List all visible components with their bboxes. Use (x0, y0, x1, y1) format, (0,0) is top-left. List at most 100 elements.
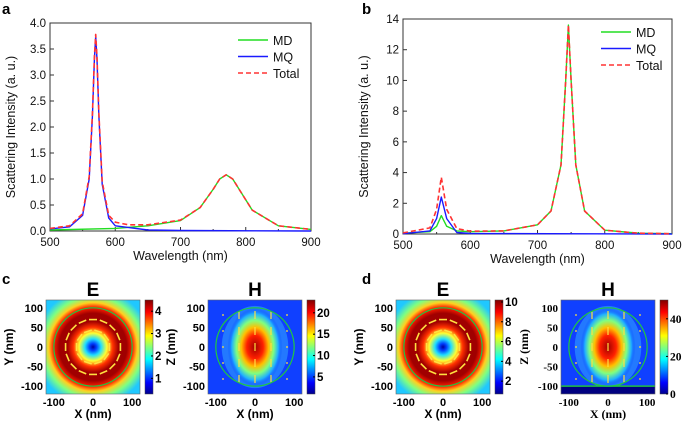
field-arrow (108, 362, 116, 370)
particle-outline (215, 307, 295, 387)
y-tick-label: 50 (31, 322, 43, 334)
colorbar-tick-label: 5 (317, 372, 324, 384)
field-arrow (103, 333, 110, 342)
x-axis-label: X (nm) (424, 407, 461, 421)
panel-label: b (362, 1, 371, 18)
colorbar (494, 299, 504, 395)
colorbar-tick-label: 2 (505, 376, 511, 388)
x-tick-label: 700 (171, 237, 190, 249)
field-arrow (453, 352, 460, 361)
legend-label-mq: MQ (636, 43, 656, 57)
field-arrow (428, 370, 437, 375)
y-tick-label: 14 (386, 14, 399, 26)
field-arrow (99, 319, 108, 324)
field-arrow (458, 324, 466, 332)
y-tick-label: 0.5 (30, 200, 46, 212)
y-tick-label: 100 (542, 303, 559, 315)
x-axis-label: Wavelength (nm) (133, 249, 228, 263)
y-axis-label: Y (nm) (2, 328, 16, 365)
field-arrow (426, 333, 433, 342)
series-line-total (49, 33, 312, 231)
x-tick-label: 800 (595, 240, 614, 252)
colorbar-tick-label: 10 (505, 297, 518, 309)
y-axis-label: Scattering Intensity (a. u.) (357, 55, 371, 197)
panel-label: c (2, 271, 10, 288)
y-tick-label: 0 (37, 342, 43, 354)
colorbar-tick-label: 6 (505, 337, 511, 349)
x-tick-label: 900 (301, 237, 320, 249)
field-arrow (94, 329, 103, 334)
y-tick-label: 2.0 (30, 122, 46, 134)
field-arrow (444, 360, 453, 365)
y-tick-label: 50 (381, 322, 393, 334)
field-arrow (426, 352, 433, 361)
plot-frame (402, 18, 673, 235)
x-tick-label: 500 (393, 240, 412, 252)
x-tick-label: 0 (90, 397, 96, 409)
map-title: H (601, 280, 615, 301)
field-arrow (65, 353, 70, 362)
y-axis-label: Z (nm) (164, 329, 178, 366)
colorbar (659, 299, 669, 395)
particle-outline (53, 307, 133, 387)
x-tick-label: 0 (605, 397, 611, 409)
y-tick-label: -100 (21, 381, 43, 393)
y-tick-label: 0 (199, 342, 205, 354)
x-tick-label: 100 (639, 397, 656, 409)
y-tick-label: 100 (187, 303, 205, 315)
map-frame (45, 299, 141, 395)
x-axis-label: X (nm) (236, 407, 273, 421)
field-arrow (420, 324, 428, 332)
field-arrow (444, 329, 453, 334)
legend-label-total: Total (636, 59, 662, 73)
x-tick-label: 100 (123, 397, 141, 409)
y-tick-label: 50 (547, 322, 559, 334)
y-tick-label: 100 (375, 303, 393, 315)
y-tick-label: 1.5 (30, 148, 46, 160)
field-arrow (99, 370, 108, 375)
field-arrow (116, 353, 121, 362)
y-tick-label: 6 (393, 137, 399, 149)
legend-label-mq: MQ (273, 51, 293, 65)
colorbar-tick-label: 20 (317, 308, 330, 320)
colorbar-tick-label: 2 (155, 351, 161, 363)
y-tick-label: 4.0 (30, 18, 46, 30)
y-tick-label: 0 (393, 229, 399, 241)
legend-label-md: MD (636, 26, 655, 40)
x-tick-label: -100 (43, 397, 65, 409)
panel-label: d (362, 271, 371, 288)
substrate (561, 386, 655, 394)
y-tick-label: 2.5 (30, 96, 46, 108)
colorbar-tick-label: 40 (670, 314, 682, 326)
field-arrow (466, 353, 471, 362)
colorbar-tick-label: 10 (317, 351, 330, 363)
x-axis-label: Wavelength (nm) (490, 252, 585, 266)
x-tick-label: 900 (662, 240, 681, 252)
field-arrow (420, 362, 428, 370)
field-arrow (108, 324, 116, 332)
y-tick-label: 8 (393, 106, 399, 118)
field-arrow (116, 332, 121, 341)
x-axis-label: X (nm) (74, 407, 111, 421)
x-tick-label: -100 (205, 397, 227, 409)
map-title: E (87, 280, 100, 301)
y-tick-label: 10 (386, 75, 399, 87)
field-arrow (65, 332, 70, 341)
heatmap-c-h: H -100 0 100 100 50 0 -50 -100 X (nm) Z (nm) 5 10 15 2… (164, 280, 330, 421)
field-arrow (78, 319, 87, 324)
map-frame (395, 299, 491, 395)
map-title: H (248, 280, 262, 301)
field-arrow (453, 333, 460, 342)
colorbar-tick-label: 4 (505, 356, 512, 368)
y-axis-label: Z (nm) (517, 329, 531, 365)
x-tick-label: 100 (473, 397, 491, 409)
x-tick-label: 100 (285, 397, 303, 409)
y-tick-label: -100 (371, 381, 393, 393)
colorbar-tick-label: 8 (505, 317, 512, 329)
y-tick-label: 12 (386, 45, 399, 57)
field-arrow (449, 319, 458, 324)
y-tick-label: -50 (377, 362, 393, 374)
x-axis-label: X (nm) (590, 407, 626, 421)
field-arrow (433, 360, 442, 365)
